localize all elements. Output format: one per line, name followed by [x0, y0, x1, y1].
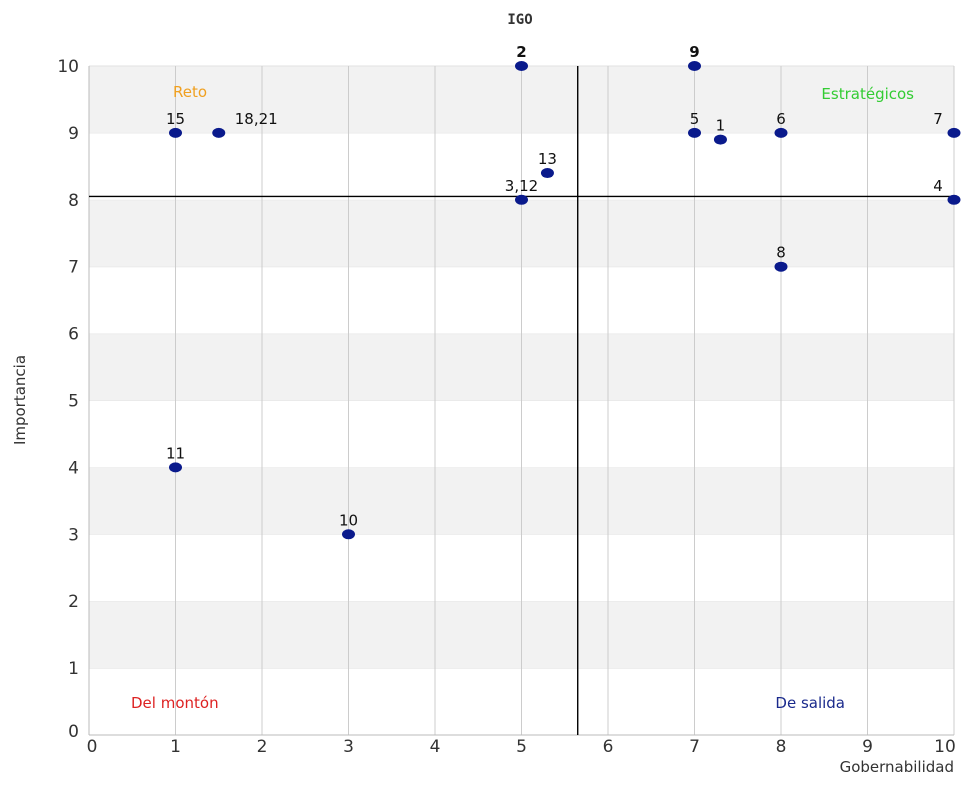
vertical-gridlines [175, 66, 955, 735]
quadrant-label: Estratégicos [821, 85, 914, 103]
x-tick-label: 0 [87, 737, 98, 757]
chart-title: IGO [507, 12, 532, 28]
point-label: 9 [689, 43, 699, 61]
y-tick-label: 9 [68, 124, 79, 144]
x-tick-label: 1 [170, 737, 181, 757]
y-tick-label: 1 [68, 659, 79, 679]
point-label: 6 [776, 110, 786, 128]
axes [88, 66, 954, 736]
point-label: 15 [166, 110, 185, 128]
quadrant-label: De salida [775, 694, 845, 712]
point-label: 5 [690, 110, 700, 128]
data-point [947, 127, 961, 138]
data-point [540, 168, 554, 179]
data-point [688, 61, 701, 71]
x-tick-labels: 0 1 2 3 4 5 6 7 8 9 10 [87, 737, 956, 757]
point-label: 4 [933, 177, 943, 195]
data-point [947, 194, 961, 205]
data-point [342, 529, 355, 540]
data-point [774, 127, 788, 138]
data-point [169, 462, 182, 473]
x-tick-label: 4 [430, 737, 441, 757]
data-point [169, 127, 182, 138]
data-point [212, 127, 226, 138]
y-tick-label: 3 [68, 525, 79, 545]
y-tick-label: 5 [68, 392, 79, 412]
point-labels: 2 9 15 18,21 5 1 6 7 133,12 4 8 11 10 [166, 43, 943, 529]
x-tick-label: 8 [776, 737, 787, 757]
y-tick-labels: 0 1 2 3 4 5 6 7 8 9 10 [57, 57, 79, 742]
x-tick-label: 10 [934, 737, 956, 757]
x-tick-label: 3 [343, 737, 354, 757]
point-label: 8 [776, 244, 786, 262]
quadrant-label: Del montón [131, 694, 219, 712]
x-tick-label: 6 [603, 737, 614, 757]
quadrant-labels: Reto Estratégicos Del montón De salida [131, 83, 914, 712]
data-point [515, 61, 528, 71]
point-label: 18,21 [235, 110, 278, 128]
point-label: 7 [933, 110, 943, 128]
y-tick-label: 8 [68, 191, 79, 211]
point-label: 13 [538, 150, 557, 168]
y-tick-label: 2 [68, 592, 79, 612]
point-label: 10 [339, 511, 358, 529]
quadrant-label: Reto [173, 83, 207, 101]
x-tick-label: 7 [689, 737, 700, 757]
data-point [515, 194, 528, 205]
y-tick-label: 4 [68, 458, 79, 478]
point-label: 1 [716, 117, 726, 135]
y-tick-label: 10 [57, 57, 79, 77]
x-tick-label: 9 [862, 737, 873, 757]
y-tick-label: 6 [68, 325, 79, 345]
data-point [774, 261, 788, 272]
y-tick-label: 7 [68, 258, 79, 278]
point-label: 2 [516, 43, 526, 61]
y-axis-label: Importancia [11, 355, 29, 445]
data-point [713, 134, 727, 145]
y-tick-label: 0 [68, 722, 79, 742]
point-label: 3,12 [505, 177, 538, 195]
point-label: 11 [166, 444, 185, 462]
data-points [169, 61, 961, 540]
x-tick-label: 2 [257, 737, 268, 757]
data-point [688, 127, 701, 138]
x-tick-label: 5 [516, 737, 527, 757]
x-axis-label: Gobernabilidad [840, 758, 954, 776]
